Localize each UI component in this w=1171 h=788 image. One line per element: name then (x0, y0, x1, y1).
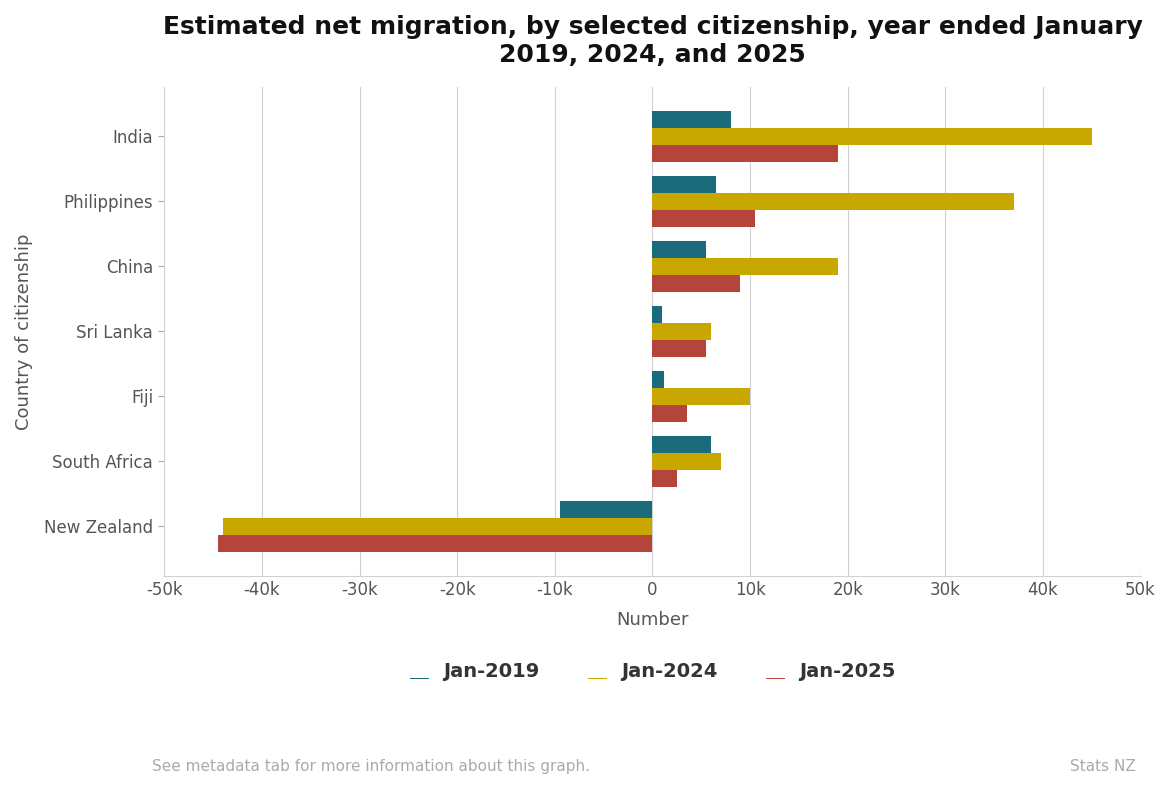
Bar (652, 340, 706, 357)
Bar (652, 405, 686, 422)
Y-axis label: Country of citizenship: Country of citizenship (15, 233, 33, 429)
X-axis label: Number: Number (616, 611, 689, 629)
Bar (652, 145, 838, 162)
Bar (652, 176, 715, 193)
Bar (652, 306, 663, 323)
Bar (652, 470, 677, 487)
Bar (218, 535, 652, 552)
Bar (222, 518, 652, 535)
Bar (652, 323, 711, 340)
Bar (652, 275, 740, 292)
Text: See metadata tab for more information about this graph.: See metadata tab for more information ab… (152, 759, 590, 774)
Bar (652, 388, 751, 405)
Bar (652, 111, 731, 128)
Bar (652, 210, 755, 227)
Bar (652, 453, 721, 470)
Title: Estimated net migration, by selected citizenship, year ended January
2019, 2024,: Estimated net migration, by selected cit… (163, 15, 1143, 67)
Bar (652, 436, 711, 453)
Bar (652, 193, 1014, 210)
Legend: Jan-2019, Jan-2024, Jan-2025: Jan-2019, Jan-2024, Jan-2025 (402, 653, 903, 689)
Bar (652, 241, 706, 258)
Bar (652, 371, 664, 388)
Text: Stats NZ: Stats NZ (1070, 759, 1136, 774)
Bar (560, 501, 652, 518)
Bar (652, 128, 1091, 145)
Bar (652, 258, 838, 275)
